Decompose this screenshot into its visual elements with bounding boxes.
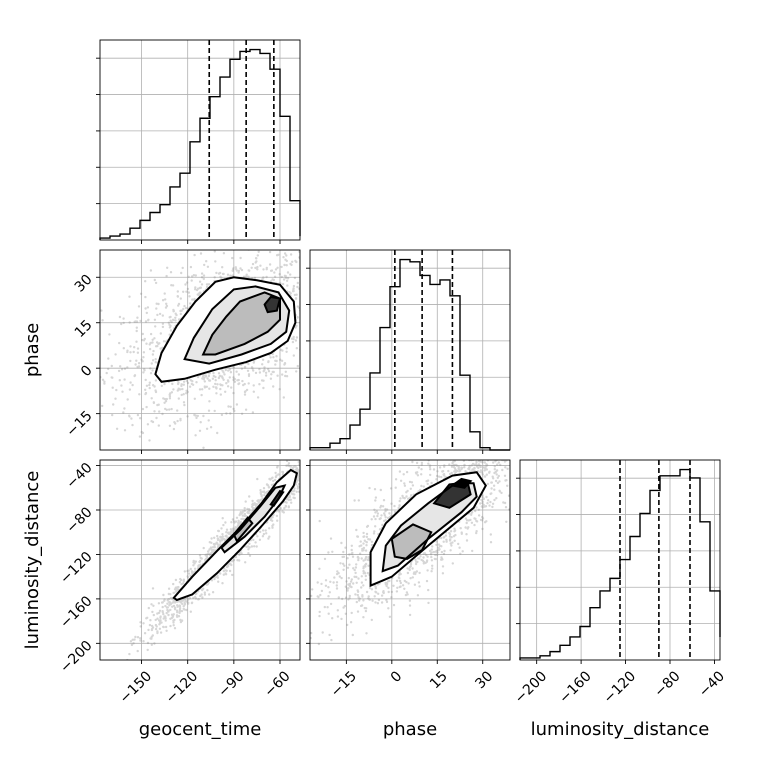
histogram-phase — [309, 258, 510, 451]
x-tick-label: 15 — [427, 668, 451, 692]
y-tick-label: 30 — [72, 272, 96, 296]
contour-line-4 — [449, 477, 473, 489]
x-tick-label: −80 — [651, 668, 683, 700]
density-inner — [100, 460, 300, 660]
y-tick-label: −15 — [63, 408, 95, 440]
contour-line-2 — [232, 516, 254, 543]
contour-line-0 — [154, 276, 297, 383]
panel-frame — [99, 459, 301, 661]
x-tick-label: −120 — [163, 668, 202, 707]
x-tick-label: −160 — [556, 668, 595, 707]
contour-line-3 — [263, 295, 282, 314]
contour-line-3 — [432, 481, 472, 509]
x-tick-label: −40 — [696, 668, 728, 700]
y-tick-label: 0 — [78, 363, 96, 381]
y-tick-label: −40 — [63, 460, 95, 492]
y-axis-label-luminosity_distance: luminosity_distance — [22, 471, 43, 650]
x-tick-label: 30 — [472, 668, 496, 692]
x-tick-label: −150 — [117, 668, 156, 707]
hist-panel-luminosity_distance — [516, 459, 721, 661]
contour-line-1 — [183, 285, 291, 365]
y-tick-label: −80 — [63, 504, 95, 536]
histogram-geocent_time — [99, 48, 301, 240]
density-inner — [310, 460, 510, 660]
hist-panel-phase — [306, 249, 511, 451]
y-axis-label-phase: phase — [22, 323, 43, 377]
y-tick-label: −160 — [57, 593, 96, 632]
x-axis-label-phase: phase — [383, 719, 437, 740]
contour-line-1 — [381, 482, 478, 573]
contour-line-3 — [269, 489, 285, 507]
x-tick-label: −15 — [328, 668, 360, 700]
density-panel-geocent_time-phase — [99, 249, 301, 451]
x-tick-label: −60 — [261, 668, 293, 700]
panel-frame — [309, 249, 511, 451]
contour-line-0 — [172, 468, 299, 602]
x-tick-label: 0 — [388, 668, 406, 686]
contour-line-2 — [390, 523, 433, 560]
x-tick-label: −200 — [512, 668, 551, 707]
panel-frame — [309, 459, 511, 661]
y-tick-label: −120 — [57, 549, 96, 588]
density-fill-3 — [434, 482, 471, 508]
x-axis-label-geocent_time: geocent_time — [139, 719, 262, 740]
density-fill-2 — [203, 292, 280, 355]
panel-frame — [99, 249, 301, 451]
density-panel-geocent_time-luminosity_distance — [99, 459, 301, 661]
contour-line-0 — [369, 471, 487, 588]
density-panel-phase-luminosity_distance — [309, 459, 511, 661]
hist-panel-geocent_time — [96, 39, 301, 241]
x-tick-label: −90 — [215, 668, 247, 700]
x-axis-label-luminosity_distance: luminosity_distance — [531, 719, 710, 740]
density-fill-2 — [233, 517, 253, 542]
density-inner — [100, 250, 300, 450]
x-tick-label: −120 — [601, 668, 640, 707]
density-fill-1 — [221, 485, 285, 553]
panel-frame — [519, 459, 721, 661]
y-tick-label: 15 — [72, 317, 96, 341]
y-tick-label: −200 — [57, 638, 96, 677]
panel-frame — [99, 39, 301, 241]
